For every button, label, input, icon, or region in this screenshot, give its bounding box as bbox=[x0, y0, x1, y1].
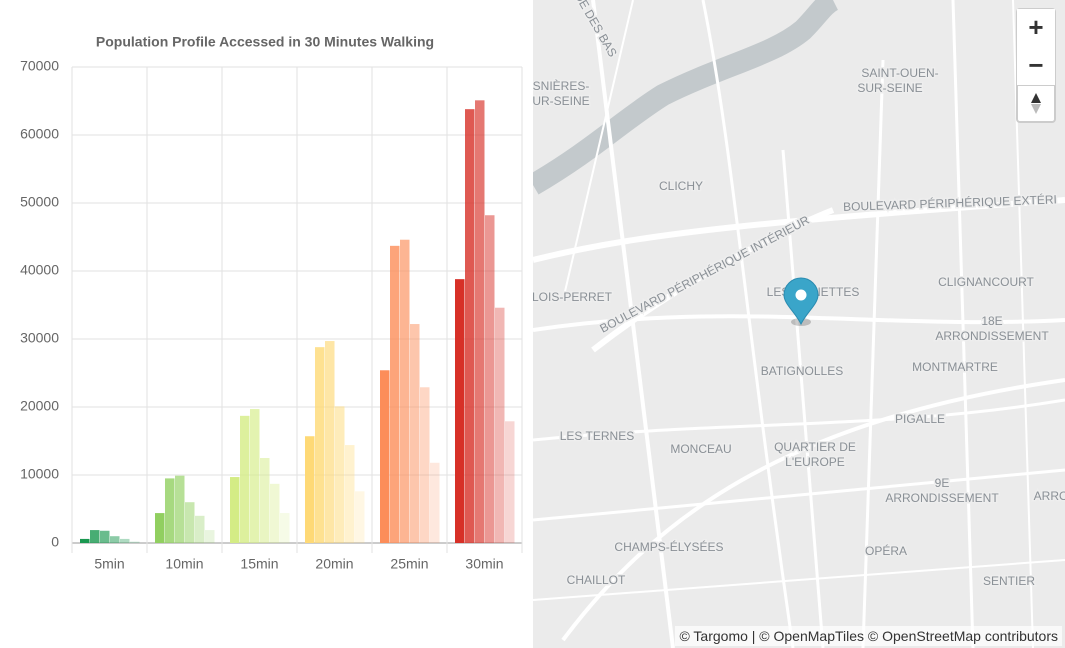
bar bbox=[195, 515, 205, 543]
map-label: SAINT-OUEN- bbox=[861, 66, 938, 80]
bar bbox=[315, 347, 325, 543]
x-tick-label: 5min bbox=[94, 556, 124, 572]
x-tick-label: 15min bbox=[240, 556, 278, 572]
bar bbox=[260, 458, 270, 543]
bar bbox=[420, 387, 430, 543]
bar bbox=[380, 370, 390, 543]
y-tick-label: 20000 bbox=[20, 398, 59, 414]
chart: Population Profile Accessed in 30 Minute… bbox=[20, 34, 523, 572]
map-label: BATIGNOLLES bbox=[761, 364, 843, 378]
y-tick-label: 0 bbox=[51, 534, 59, 550]
map-label: 18E bbox=[981, 314, 1002, 328]
bar bbox=[485, 215, 495, 544]
y-tick-label: 10000 bbox=[20, 466, 59, 482]
x-tick-label: 25min bbox=[390, 556, 428, 572]
bar bbox=[345, 445, 355, 543]
bar bbox=[175, 475, 185, 543]
bar bbox=[335, 406, 345, 543]
bar bbox=[270, 483, 280, 543]
map-label: CLICHY bbox=[659, 179, 703, 193]
bar bbox=[230, 477, 240, 543]
y-tick-label: 40000 bbox=[20, 262, 59, 278]
map-label: LOIS-PERRET bbox=[533, 290, 613, 304]
y-tick-label: 70000 bbox=[20, 58, 59, 74]
zoom-out-button[interactable]: − bbox=[1017, 47, 1055, 86]
bar bbox=[155, 513, 165, 543]
bar bbox=[100, 530, 110, 543]
y-tick-label: 50000 bbox=[20, 194, 59, 210]
bar bbox=[475, 100, 485, 543]
map-label: SNIÈRES- bbox=[533, 78, 589, 93]
bar bbox=[120, 538, 130, 543]
bar bbox=[250, 409, 260, 543]
map-label: LES TERNES bbox=[560, 429, 634, 443]
map-label: CLIGNANCOURT bbox=[938, 275, 1034, 289]
chart-title: Population Profile Accessed in 30 Minute… bbox=[96, 34, 434, 50]
bar bbox=[505, 421, 515, 543]
map-label: OPÉRA bbox=[865, 543, 907, 558]
map-label: MONTMARTRE bbox=[912, 360, 998, 374]
map-label: ARRO bbox=[1034, 489, 1065, 503]
map-label: 9E bbox=[935, 476, 950, 490]
map-label: UR-SEINE bbox=[533, 94, 590, 108]
map: DE DES BAS SNIÈRES- UR-SEINE SAINT-OUEN-… bbox=[533, 0, 1065, 648]
bar bbox=[130, 541, 140, 543]
bar bbox=[165, 478, 175, 543]
map-label: ARRONDISSEMENT bbox=[885, 491, 999, 505]
bar bbox=[280, 513, 290, 543]
x-tick-label: 10min bbox=[165, 556, 203, 572]
x-tick-label: 20min bbox=[315, 556, 353, 572]
map-label: QUARTIER DE bbox=[774, 440, 856, 454]
map-label: L'EUROPE bbox=[785, 455, 845, 469]
bar bbox=[400, 239, 410, 543]
map-label: ARRONDISSEMENT bbox=[935, 329, 1049, 343]
y-tick-label: 30000 bbox=[20, 330, 59, 346]
map-label: SUR-SEINE bbox=[857, 81, 922, 95]
bar bbox=[355, 491, 365, 543]
map-label: CHAILLOT bbox=[567, 573, 626, 587]
map-label: SENTIER bbox=[983, 574, 1035, 588]
bar bbox=[410, 324, 420, 543]
bar bbox=[240, 415, 250, 543]
map-label: MONCEAU bbox=[670, 442, 731, 456]
bar bbox=[455, 279, 465, 543]
map-label: PIGALLE bbox=[895, 412, 945, 426]
bar bbox=[110, 536, 120, 543]
location-marker[interactable] bbox=[783, 277, 819, 326]
bar bbox=[205, 530, 215, 543]
bar bbox=[90, 530, 100, 543]
bar bbox=[185, 502, 195, 543]
zoom-in-button[interactable]: + bbox=[1017, 9, 1055, 48]
map-label: CHAMPS-ÉLYSÉES bbox=[614, 539, 723, 554]
y-tick-label: 60000 bbox=[20, 126, 59, 142]
bar bbox=[390, 245, 400, 543]
bar bbox=[80, 538, 90, 543]
reset-north-button[interactable] bbox=[1017, 86, 1055, 120]
bar bbox=[325, 341, 335, 543]
x-tick-label: 30min bbox=[465, 556, 503, 572]
bar bbox=[430, 462, 440, 543]
bar bbox=[495, 307, 505, 543]
attribution: © Targomo | © OpenMapTiles © OpenStreetM… bbox=[675, 626, 1062, 646]
bar bbox=[465, 109, 475, 543]
bar bbox=[305, 436, 315, 543]
